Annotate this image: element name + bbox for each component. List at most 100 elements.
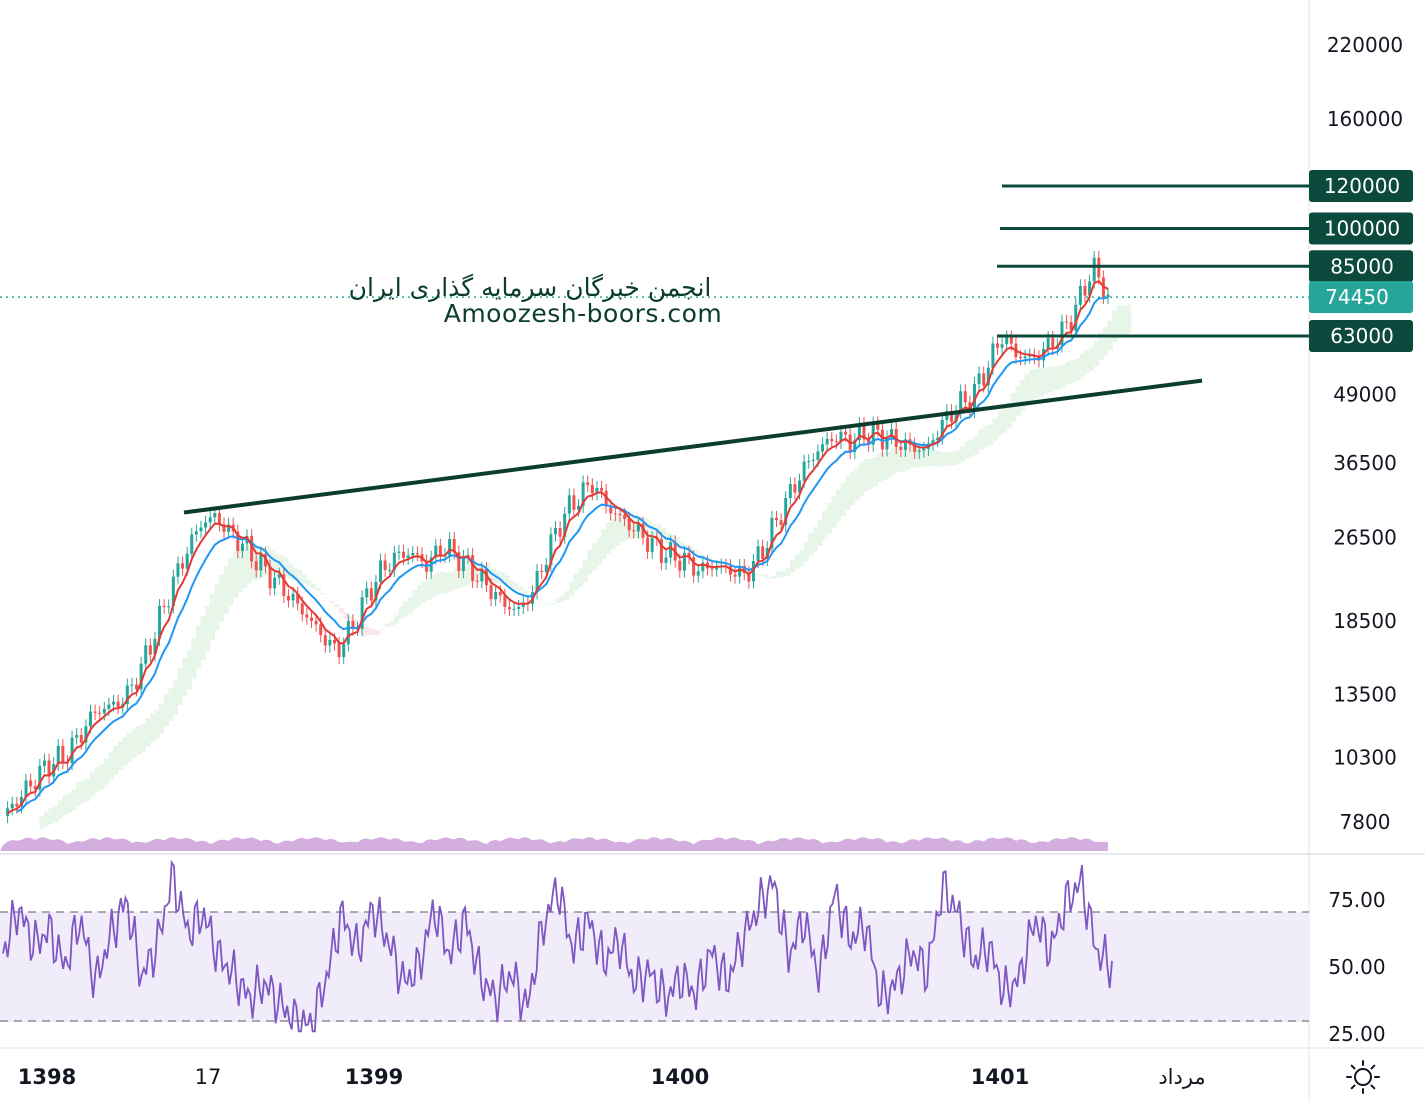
candle-body — [282, 574, 286, 596]
candle-body — [572, 495, 576, 510]
candle-body — [61, 745, 65, 763]
candle-body — [24, 780, 28, 798]
cloud-segment — [472, 562, 478, 582]
cloud-segment — [559, 595, 565, 602]
time-axis[interactable]: 1398 17 1399 1400 1401 مرداد — [18, 1065, 1206, 1089]
cloud-segment — [881, 451, 888, 480]
candle-body — [379, 560, 383, 582]
level-tag — [1309, 250, 1413, 283]
candle-body — [19, 797, 23, 807]
rsi-tick-label: 25.00 — [1328, 1022, 1385, 1046]
cloud-segment — [214, 583, 220, 631]
candle-body — [498, 592, 502, 596]
cloud-segment — [389, 620, 395, 627]
cloud-segment — [416, 584, 423, 606]
candle-body — [609, 506, 613, 514]
cloud-segment — [545, 603, 552, 605]
candle-body — [199, 527, 203, 532]
cloud-segment — [218, 574, 225, 622]
candle-body — [968, 402, 972, 412]
cloud-segment — [499, 572, 506, 584]
candle-body — [770, 517, 774, 549]
cloud-segment — [375, 630, 381, 636]
cloud-segment — [297, 569, 303, 582]
cloud-segment — [591, 543, 598, 571]
cloud-segment — [1006, 402, 1012, 429]
price-tick-label: 13500 — [1333, 682, 1397, 706]
cloud-segment — [320, 592, 326, 595]
candle-body — [125, 685, 129, 705]
cloud-segment — [518, 586, 524, 592]
candle-body — [10, 803, 14, 809]
cloud-segment — [191, 637, 197, 680]
watermark-persian: انجمن خبرگان سرمایه گذاری ایران — [349, 273, 712, 302]
current-price-label: 74450 — [1325, 285, 1389, 309]
cloud-segment — [103, 758, 110, 785]
candle-body — [991, 343, 995, 368]
cloud-segment — [53, 806, 59, 823]
rsi-axis[interactable]: 75.00 50.00 25.00 — [1328, 888, 1385, 1046]
candle-body — [273, 577, 277, 589]
candle-body — [821, 444, 825, 452]
cloud-segment — [854, 467, 860, 501]
candle-body — [240, 543, 244, 552]
candle-body — [480, 568, 484, 582]
cloud-segment — [928, 448, 934, 466]
candle-body — [388, 569, 392, 571]
candle-body — [98, 712, 102, 714]
moving-averages — [7, 280, 1109, 815]
cloud-segment — [1102, 327, 1109, 356]
cloud-segment — [370, 629, 377, 636]
candle-body — [319, 624, 323, 636]
candle-body — [1074, 304, 1078, 331]
candle-body — [434, 545, 438, 558]
cloud-segment — [306, 579, 312, 587]
cloud-segment — [444, 573, 450, 593]
cloud-segment — [674, 536, 680, 546]
cloud-segment — [242, 546, 248, 589]
candle-body — [830, 438, 834, 442]
candle-body — [563, 513, 567, 537]
cloud-segment — [380, 629, 386, 631]
price-axis[interactable]: 220000 160000 49000 36500 26500 18500 13500 103… — [1327, 33, 1403, 834]
cloud-segment — [1038, 368, 1044, 397]
cloud-segment — [660, 528, 667, 541]
cloud-segment — [90, 772, 96, 797]
candle-body — [963, 391, 967, 403]
candle-body — [1092, 257, 1096, 282]
candle-body — [305, 614, 309, 618]
cloud-segment — [808, 533, 814, 556]
cloud-segment — [753, 573, 759, 575]
candle-body — [70, 737, 74, 764]
candle-body — [38, 765, 42, 790]
price-tick-label: 26500 — [1333, 525, 1397, 549]
cloud-segment — [352, 619, 358, 628]
candle-body — [816, 451, 820, 460]
cloud-segment — [891, 447, 897, 475]
candle-body — [1106, 294, 1110, 297]
candle-body — [438, 545, 442, 556]
candle-body — [185, 553, 189, 569]
candle-body — [798, 480, 802, 493]
candle-body — [977, 373, 981, 384]
candle-body — [448, 539, 452, 556]
cloud-segment — [412, 590, 418, 610]
candle-body — [75, 735, 79, 738]
candle-body — [784, 497, 788, 525]
cloud-segment — [366, 627, 372, 635]
cloud-segment — [177, 667, 183, 705]
cloud-segment — [923, 448, 929, 467]
candle-body — [664, 557, 668, 563]
settings-icon[interactable] — [1344, 1058, 1382, 1096]
candle-body — [885, 437, 889, 450]
candle-body — [577, 505, 581, 510]
level-tag — [1309, 319, 1413, 352]
cloud-segment — [909, 445, 915, 468]
cloud-segment — [94, 767, 100, 793]
price-tick-label: 49000 — [1333, 382, 1397, 406]
cloud-segment — [951, 451, 957, 465]
cloud-segment — [964, 441, 971, 459]
candle-body — [581, 482, 585, 506]
cloud-segment — [126, 732, 133, 762]
